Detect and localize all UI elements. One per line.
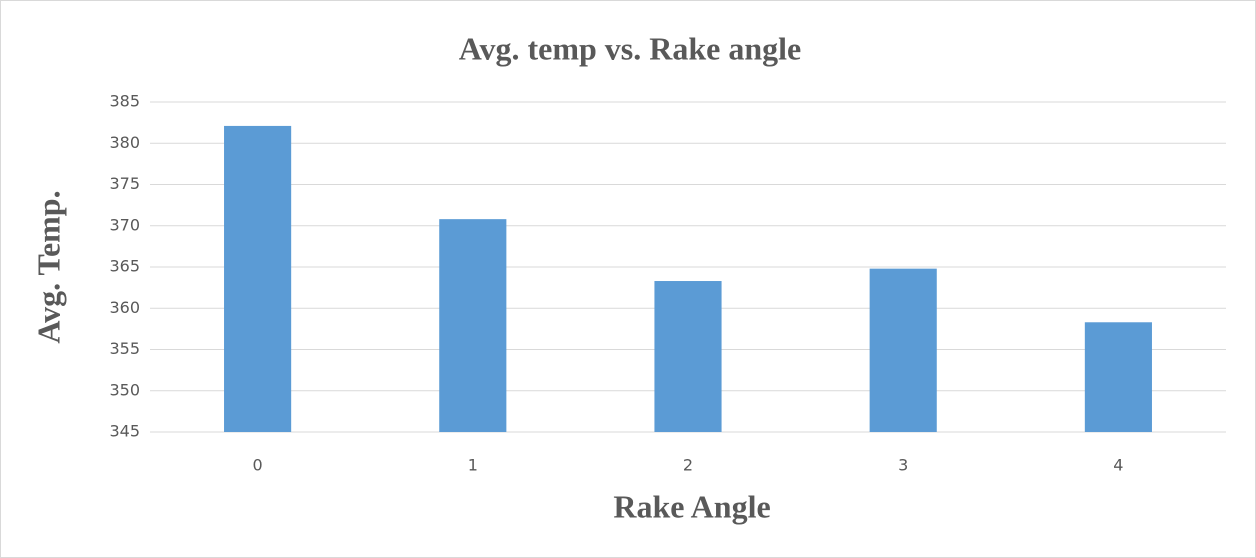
y-axis-label: Avg. Temp. <box>30 190 66 343</box>
y-tick-label: 380 <box>109 133 140 152</box>
bar <box>869 268 937 432</box>
x-axis-label: Rake Angle <box>613 488 770 524</box>
x-tick-label: 1 <box>468 456 478 475</box>
y-tick-label: 355 <box>109 339 140 358</box>
bar <box>654 281 722 432</box>
x-tick-label: 2 <box>683 456 693 475</box>
y-tick-label: 360 <box>109 298 140 317</box>
bar <box>224 125 292 433</box>
y-tick-label: 375 <box>109 174 140 193</box>
y-tick-label: 365 <box>109 257 140 276</box>
x-tick-label: 4 <box>1113 456 1123 475</box>
x-tick-label: 0 <box>253 456 263 475</box>
x-tick-label: 3 <box>898 456 908 475</box>
bar <box>439 219 507 432</box>
bar <box>1084 322 1152 432</box>
y-tick-label: 350 <box>109 380 140 399</box>
y-tick-label: 385 <box>109 92 140 111</box>
chart-title: Avg. temp vs. Rake angle <box>459 30 802 66</box>
y-tick-label: 345 <box>109 422 140 441</box>
y-tick-label: 370 <box>109 215 140 234</box>
